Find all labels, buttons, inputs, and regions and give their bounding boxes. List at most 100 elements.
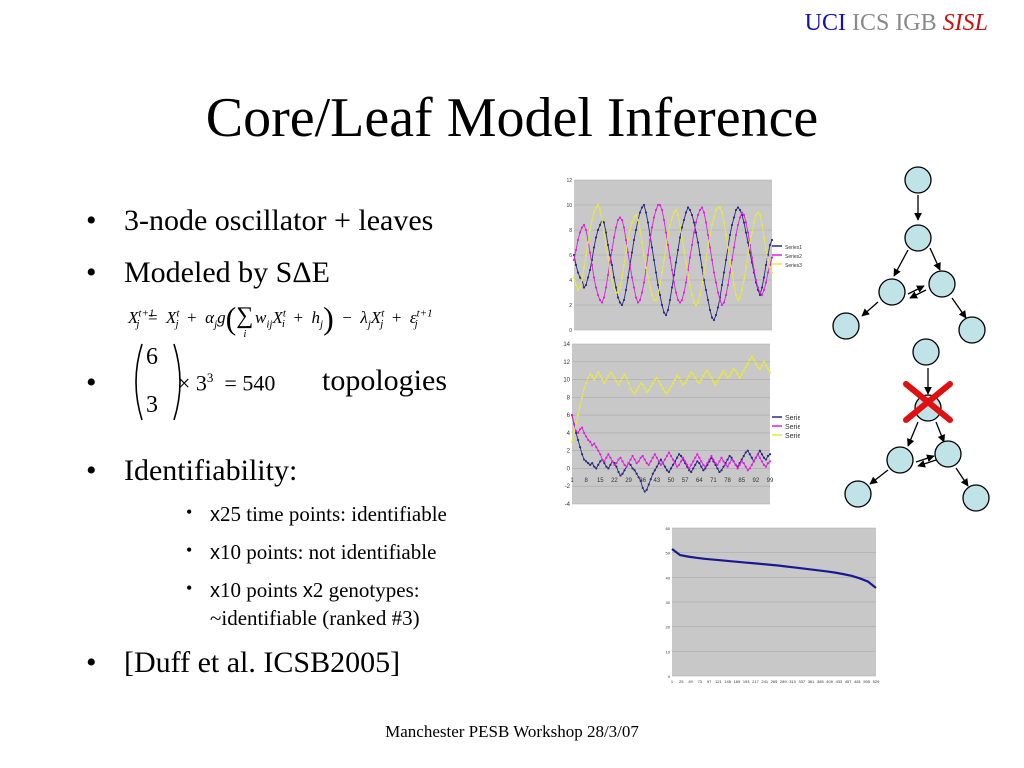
series-point — [617, 383, 620, 386]
series-point — [589, 373, 592, 376]
series-point — [690, 293, 694, 297]
series-point — [736, 206, 740, 209]
series-point — [612, 286, 616, 289]
series-point — [617, 470, 620, 474]
x-tick-label: 409 — [826, 679, 833, 684]
series-point — [714, 463, 717, 466]
series-point — [726, 465, 729, 468]
series-point — [643, 490, 646, 493]
x-tick-label: 289 — [780, 679, 787, 684]
bullet-oscillator-text: 3-node oscillator + leaves — [124, 204, 434, 237]
series-point — [576, 271, 580, 274]
series-point — [704, 371, 707, 374]
network-topology-rejected — [844, 338, 990, 512]
series-point — [756, 211, 760, 214]
series-point — [611, 460, 614, 463]
series-point — [710, 454, 713, 458]
slide-title: Core/Leaf Model Inference — [205, 87, 819, 149]
series-point — [601, 378, 604, 381]
series-point — [716, 306, 720, 309]
series-point — [617, 458, 620, 461]
series-point — [714, 462, 717, 465]
series-point — [710, 223, 714, 227]
series-point — [675, 456, 679, 459]
series-point — [595, 467, 598, 470]
y-tick-label: 10 — [563, 378, 570, 384]
series-point — [594, 286, 598, 289]
series-point — [660, 208, 664, 212]
series-point — [593, 465, 596, 468]
bullet-identifiability: • Identifiability: — [86, 454, 297, 488]
series-point — [734, 233, 738, 237]
series-point — [614, 291, 618, 294]
series-point — [673, 462, 677, 465]
series-point — [594, 206, 598, 209]
series-point — [718, 206, 722, 209]
series-point — [662, 258, 666, 262]
series-point — [702, 211, 706, 214]
series-point — [615, 380, 618, 383]
series-point — [595, 446, 598, 449]
series-point — [654, 208, 658, 212]
series-point — [708, 458, 711, 461]
series-point — [643, 458, 646, 461]
series-point — [720, 211, 724, 214]
x-tick-label: 121 — [715, 679, 722, 684]
series-point — [578, 286, 582, 289]
y-tick-label: 8 — [567, 395, 571, 401]
binomial-bottom: 3 — [146, 392, 158, 418]
series-point — [651, 472, 654, 475]
series-point — [585, 460, 588, 463]
series-point — [651, 382, 654, 385]
series-point — [716, 380, 719, 383]
series-point — [736, 467, 739, 470]
x-tick-label: 15 — [597, 478, 604, 484]
series-point — [624, 251, 628, 254]
series-point — [665, 392, 669, 395]
series-point — [666, 233, 670, 237]
series-point — [645, 390, 648, 394]
series-point — [634, 228, 638, 232]
series-point — [621, 472, 624, 475]
bullet-dot: • — [86, 454, 97, 487]
series-point — [603, 462, 606, 465]
series-point — [694, 221, 698, 224]
bullet-dot: • — [86, 366, 97, 399]
bullet-citation: • [Duff et al. ICSB2005] — [86, 646, 400, 680]
series-point — [649, 460, 652, 463]
series-point — [640, 241, 644, 244]
series-point — [710, 258, 714, 262]
series-point — [706, 369, 709, 372]
series-point — [762, 276, 766, 279]
series-point — [678, 236, 682, 239]
series-point — [675, 465, 679, 468]
series-point — [601, 458, 604, 461]
series-point — [659, 383, 662, 386]
series-point — [748, 453, 751, 456]
series-point — [623, 373, 626, 376]
series-point — [760, 460, 764, 463]
series-point — [706, 233, 710, 237]
node-leaf-left — [844, 480, 872, 508]
series-point — [724, 373, 727, 376]
series-point — [680, 460, 683, 463]
series-point — [616, 291, 620, 294]
series-point — [766, 462, 770, 465]
series-point — [678, 223, 682, 227]
series-point — [610, 263, 614, 267]
series-point — [714, 281, 718, 284]
series-point — [700, 206, 704, 209]
series-point — [669, 454, 673, 458]
x-tick-label: 97 — [707, 679, 712, 684]
series-point — [599, 374, 602, 378]
series-point — [609, 463, 612, 466]
y-tick-label: 4 — [567, 431, 571, 437]
series-point — [640, 206, 644, 209]
series-point — [570, 440, 574, 443]
y-tick-label: 0 — [668, 674, 671, 679]
series-point — [637, 476, 640, 479]
series-point — [677, 463, 681, 466]
series-point — [639, 456, 642, 459]
node-core-right — [928, 270, 956, 298]
y-tick-label: 60 — [666, 526, 671, 531]
